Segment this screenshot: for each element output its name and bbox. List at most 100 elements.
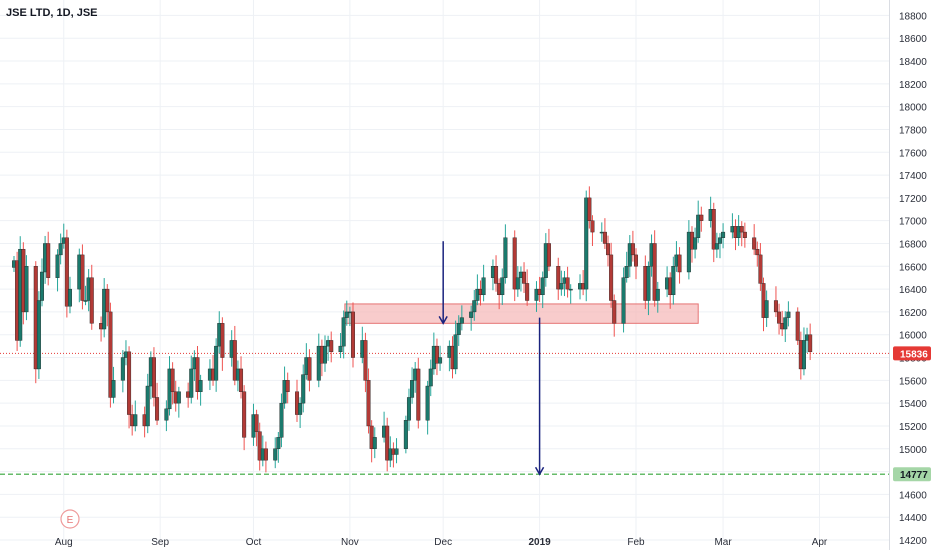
price-tick-label: 18800 (899, 11, 927, 22)
candle-body (344, 311, 349, 318)
candle-body (655, 288, 660, 301)
price-axis-ticks: 1420014400146001480015000152001540015600… (899, 11, 927, 547)
candle-body (434, 345, 439, 364)
price-tick-label: 18600 (899, 34, 927, 45)
candle-body (721, 231, 726, 238)
candle-body (220, 323, 225, 358)
candle-body (540, 277, 545, 296)
candle-body (151, 357, 156, 398)
candle-body (652, 243, 657, 301)
symbol-title: JSE LTD, 1D, JSE (6, 7, 98, 19)
candle-body (624, 266, 629, 278)
candle-body (58, 243, 63, 256)
price-tick-label: 16000 (899, 331, 927, 342)
candle-body (111, 380, 116, 398)
candle-body (752, 237, 757, 250)
candle-body (621, 277, 626, 324)
candle-body (568, 288, 573, 291)
candle-body (773, 300, 778, 313)
candle-body (254, 414, 259, 432)
candle-body (456, 323, 461, 335)
candle-body (155, 397, 160, 421)
earnings-event-marker[interactable]: E (60, 509, 80, 529)
candle-body (556, 266, 561, 290)
candle-body (80, 254, 85, 301)
candle-body (755, 248, 760, 256)
candle-body (739, 226, 744, 233)
candle-body (786, 311, 791, 318)
candle-body (609, 254, 614, 301)
candle-body (677, 254, 682, 273)
candle-body (164, 408, 169, 421)
candle-body (385, 425, 390, 461)
price-tick-label: 15200 (899, 422, 927, 433)
time-tick-label: Sep (151, 537, 169, 548)
candle-body (693, 237, 698, 250)
candle-body (606, 243, 611, 256)
candle-body (341, 317, 346, 347)
candle-body (214, 345, 219, 381)
candle-body (459, 317, 464, 324)
candle-body (711, 209, 716, 250)
current-price-value: 15836 (900, 349, 928, 360)
arrow-head-icon (438, 315, 448, 325)
candle-body (350, 311, 355, 358)
candle-body (394, 448, 399, 455)
candle-body (634, 254, 639, 267)
time-tick-label: Apr (812, 537, 828, 548)
candle-body (584, 197, 589, 290)
candle-body (301, 374, 306, 404)
price-tick-label: 16800 (899, 239, 927, 250)
annotations[interactable] (438, 241, 545, 476)
candle-body (36, 300, 41, 370)
candle-body (329, 340, 334, 353)
price-tick-label: 17400 (899, 171, 927, 182)
price-tick-label: 17000 (899, 217, 927, 228)
candle-body (307, 357, 312, 381)
candle-body (777, 311, 782, 324)
candle-body (406, 397, 411, 421)
candle-body (170, 368, 175, 392)
candle-body (472, 300, 477, 313)
candle-body (438, 357, 443, 364)
candle-body (176, 391, 181, 404)
candle-body (366, 380, 371, 427)
candle-body (808, 334, 813, 353)
candle-body (189, 368, 194, 398)
candle-body (239, 368, 244, 392)
candle-body (372, 437, 377, 449)
time-tick-label: Mar (714, 537, 732, 548)
price-tick-label: 16600 (899, 262, 927, 273)
price-axis[interactable] (889, 0, 932, 550)
price-tick-label: 14600 (899, 490, 927, 501)
candle-body (795, 311, 800, 341)
candle-body (546, 243, 551, 267)
time-tick-label: 2019 (528, 537, 551, 548)
candle-body (64, 237, 69, 307)
candle-body (481, 277, 486, 296)
grid (0, 0, 889, 541)
time-axis-ticks: Aug Sep Oct Nov Dec 2019 Feb Mar Apr (55, 537, 828, 548)
support-price-badge (893, 467, 931, 482)
candle-body (198, 380, 203, 392)
candle-body (285, 380, 290, 392)
candle-body (714, 243, 719, 250)
price-tick-label: 17800 (899, 125, 927, 136)
price-tick-label: 15600 (899, 376, 927, 387)
time-tick-label: Dec (434, 537, 452, 548)
price-tick-label: 17200 (899, 194, 927, 205)
candle-body (630, 243, 635, 256)
price-tick-label: 16200 (899, 308, 927, 319)
price-tick-label: 17600 (899, 148, 927, 159)
current-price-label: 15836 (893, 346, 931, 361)
price-tick-label: 18000 (899, 103, 927, 114)
candle-body (559, 283, 564, 290)
candle-body (105, 288, 110, 313)
candle-body (410, 380, 415, 398)
candle-body (298, 402, 303, 415)
candle-body (145, 385, 150, 427)
candle-body (263, 448, 268, 461)
price-tick-label: 15000 (899, 445, 927, 456)
